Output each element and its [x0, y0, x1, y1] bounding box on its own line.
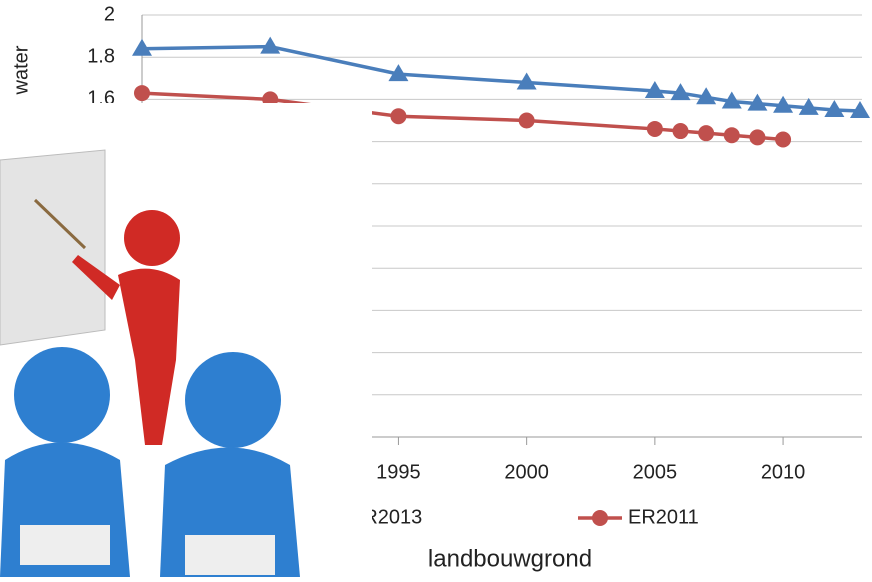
series-line [141, 44, 861, 113]
y-tick-label: 2 [104, 3, 115, 25]
clipart [0, 103, 372, 577]
y-axis-label: water [10, 45, 32, 95]
chair [185, 535, 275, 575]
marker [516, 72, 537, 90]
presenter [72, 210, 180, 445]
legend-label: ER2011 [628, 506, 699, 528]
marker [132, 38, 152, 56]
marker [260, 36, 281, 54]
marker [749, 129, 766, 146]
marker [134, 85, 150, 102]
marker [698, 125, 715, 142]
marker [747, 93, 768, 111]
marker [775, 131, 792, 148]
marker [390, 108, 407, 125]
x-tick-label: 2010 [761, 461, 806, 483]
marker [644, 80, 665, 98]
marker [773, 95, 794, 113]
marker [721, 91, 742, 109]
marker [646, 120, 663, 137]
marker [824, 99, 845, 117]
marker [518, 112, 535, 129]
y-tick-label: 1.8 [87, 45, 115, 67]
x-tick-label: 1995 [376, 461, 421, 483]
board [0, 149, 106, 346]
x-tick-label: 2005 [633, 461, 678, 483]
marker [670, 83, 691, 101]
x-axis-label: landbouwgrond [428, 545, 592, 572]
marker [798, 97, 819, 115]
pointer [33, 198, 87, 250]
marker [723, 127, 740, 144]
marker [850, 101, 870, 119]
marker [388, 64, 409, 82]
x-tick-label: 2000 [504, 461, 549, 483]
marker [592, 510, 608, 526]
marker [696, 87, 717, 105]
chair [20, 525, 110, 565]
marker [672, 123, 689, 140]
